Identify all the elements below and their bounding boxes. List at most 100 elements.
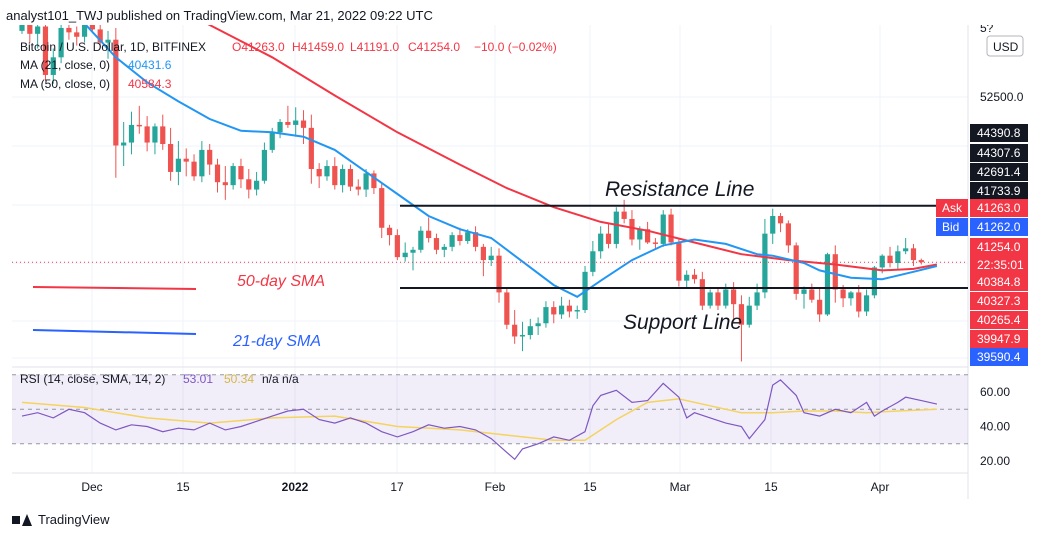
candle-body bbox=[308, 127, 314, 169]
ma21-line bbox=[84, 25, 938, 298]
candle-body bbox=[199, 149, 205, 177]
candle-body bbox=[801, 289, 807, 294]
ma50-line bbox=[207, 25, 938, 272]
rsi-value: 53.01 bbox=[183, 372, 213, 386]
candle-body bbox=[590, 251, 596, 272]
price-tag-label: 39590.4 bbox=[977, 350, 1021, 364]
price-tag-label: 40327.3 bbox=[977, 294, 1021, 308]
candle-body bbox=[394, 235, 400, 258]
candle-body bbox=[74, 32, 80, 37]
price-tag bbox=[970, 292, 1028, 310]
legend-symbol: Bitcoin / U.S. Dollar, 1D, BITFINEX bbox=[20, 40, 206, 54]
candle-body bbox=[214, 164, 221, 183]
candle-body bbox=[543, 307, 549, 324]
tradingview-logo-icon bbox=[12, 513, 32, 526]
candle-body bbox=[324, 166, 330, 177]
order-side-tag-label: Ask bbox=[942, 201, 963, 215]
candle-body bbox=[699, 279, 705, 306]
candle-body bbox=[386, 227, 393, 236]
candle-body bbox=[269, 132, 275, 150]
candle-body bbox=[441, 246, 447, 250]
candle-body bbox=[863, 295, 870, 312]
rsi-band bbox=[12, 374, 968, 444]
candle-body bbox=[121, 142, 127, 146]
price-tag-label: 40384.8 bbox=[977, 275, 1021, 289]
candle-body bbox=[410, 249, 416, 253]
candle-body bbox=[887, 255, 893, 264]
candle-body bbox=[817, 299, 823, 315]
rsi-label: RSI (14, close, SMA, 14, 2) bbox=[20, 372, 165, 386]
candle-body bbox=[691, 274, 698, 280]
candle-body bbox=[848, 292, 854, 299]
legend-close: C41254.0 bbox=[408, 40, 460, 54]
candle-body bbox=[371, 173, 377, 189]
publisher-line: analyst101_TWJ published on TradingView.… bbox=[6, 8, 433, 23]
candle-body bbox=[347, 168, 354, 187]
price-tag bbox=[970, 256, 1028, 274]
candle-body bbox=[332, 166, 338, 186]
candle-body bbox=[754, 292, 760, 306]
candle-body bbox=[144, 126, 150, 143]
candle-body bbox=[723, 289, 729, 306]
candle-body bbox=[246, 179, 252, 190]
candle-body bbox=[645, 229, 651, 243]
price-tick-label: 52500.0 bbox=[980, 90, 1024, 104]
candle-body bbox=[316, 168, 322, 177]
candle-body bbox=[449, 235, 455, 247]
candle-body bbox=[254, 180, 260, 190]
rsi-tick-label: 60.00 bbox=[980, 385, 1010, 399]
candle-body bbox=[598, 233, 604, 252]
candle-body bbox=[293, 120, 299, 125]
rsi-pane bbox=[12, 374, 968, 461]
candle-body bbox=[574, 310, 580, 312]
candle-body bbox=[472, 232, 479, 247]
candle-body bbox=[58, 27, 64, 58]
candle-body bbox=[676, 242, 682, 281]
support-label: Support Line bbox=[623, 311, 742, 334]
currency-box[interactable] bbox=[986, 35, 1024, 57]
price-tag bbox=[970, 163, 1028, 181]
candle-body bbox=[684, 274, 690, 281]
price-chart[interactable]: 5? 52500.0 Ask Bid 44390.8 44307.6 42691.4 4173… bbox=[0, 25, 1052, 530]
candle-body bbox=[105, 39, 111, 43]
candle-body bbox=[300, 120, 307, 128]
price-tag-label: 41262.0 bbox=[977, 220, 1021, 234]
candle-body bbox=[426, 230, 432, 239]
candle-body bbox=[97, 29, 103, 43]
price-tag bbox=[970, 218, 1028, 236]
candle-body bbox=[558, 305, 565, 315]
time-tick-label: Mar bbox=[670, 480, 691, 494]
candle-body bbox=[504, 292, 510, 325]
price-tag bbox=[970, 182, 1028, 200]
time-tick-label: Apr bbox=[871, 480, 890, 494]
price-tag bbox=[970, 238, 1028, 256]
sma21-label: 21-day SMA bbox=[232, 333, 321, 350]
candle-body bbox=[465, 232, 471, 241]
price-tag-label: 41254.0 bbox=[977, 240, 1021, 254]
legend-ma50-value: 40584.3 bbox=[128, 77, 172, 91]
candle-body bbox=[777, 216, 784, 224]
candle-body bbox=[136, 124, 142, 127]
candle-body bbox=[856, 292, 862, 312]
candle-body bbox=[19, 25, 25, 31]
price-tag-label: 44390.8 bbox=[977, 126, 1021, 140]
price-tag bbox=[970, 124, 1028, 142]
candle-body bbox=[895, 251, 901, 264]
candle-body bbox=[222, 182, 228, 186]
rsi-sma-value: 50.34 bbox=[224, 372, 254, 386]
candle-body bbox=[89, 25, 95, 30]
price-tag bbox=[970, 311, 1028, 329]
candle-body bbox=[355, 186, 361, 190]
order-side-tag-label: Bid bbox=[942, 220, 959, 234]
candle-body bbox=[183, 158, 189, 162]
price-axis: 5? 52500.0 Ask Bid 44390.8 44307.6 42691.4 4173… bbox=[936, 25, 1028, 468]
candle-body bbox=[809, 289, 815, 300]
time-tick-label: 15 bbox=[764, 480, 778, 494]
legend-change: −10.0 (−0.02%) bbox=[474, 40, 557, 54]
price-tag bbox=[970, 199, 1028, 217]
price-tag bbox=[970, 273, 1028, 291]
price-tag-label: 41733.9 bbox=[977, 184, 1021, 198]
price-tag bbox=[970, 330, 1028, 348]
candle-body bbox=[340, 168, 346, 186]
candle-body bbox=[167, 144, 174, 172]
